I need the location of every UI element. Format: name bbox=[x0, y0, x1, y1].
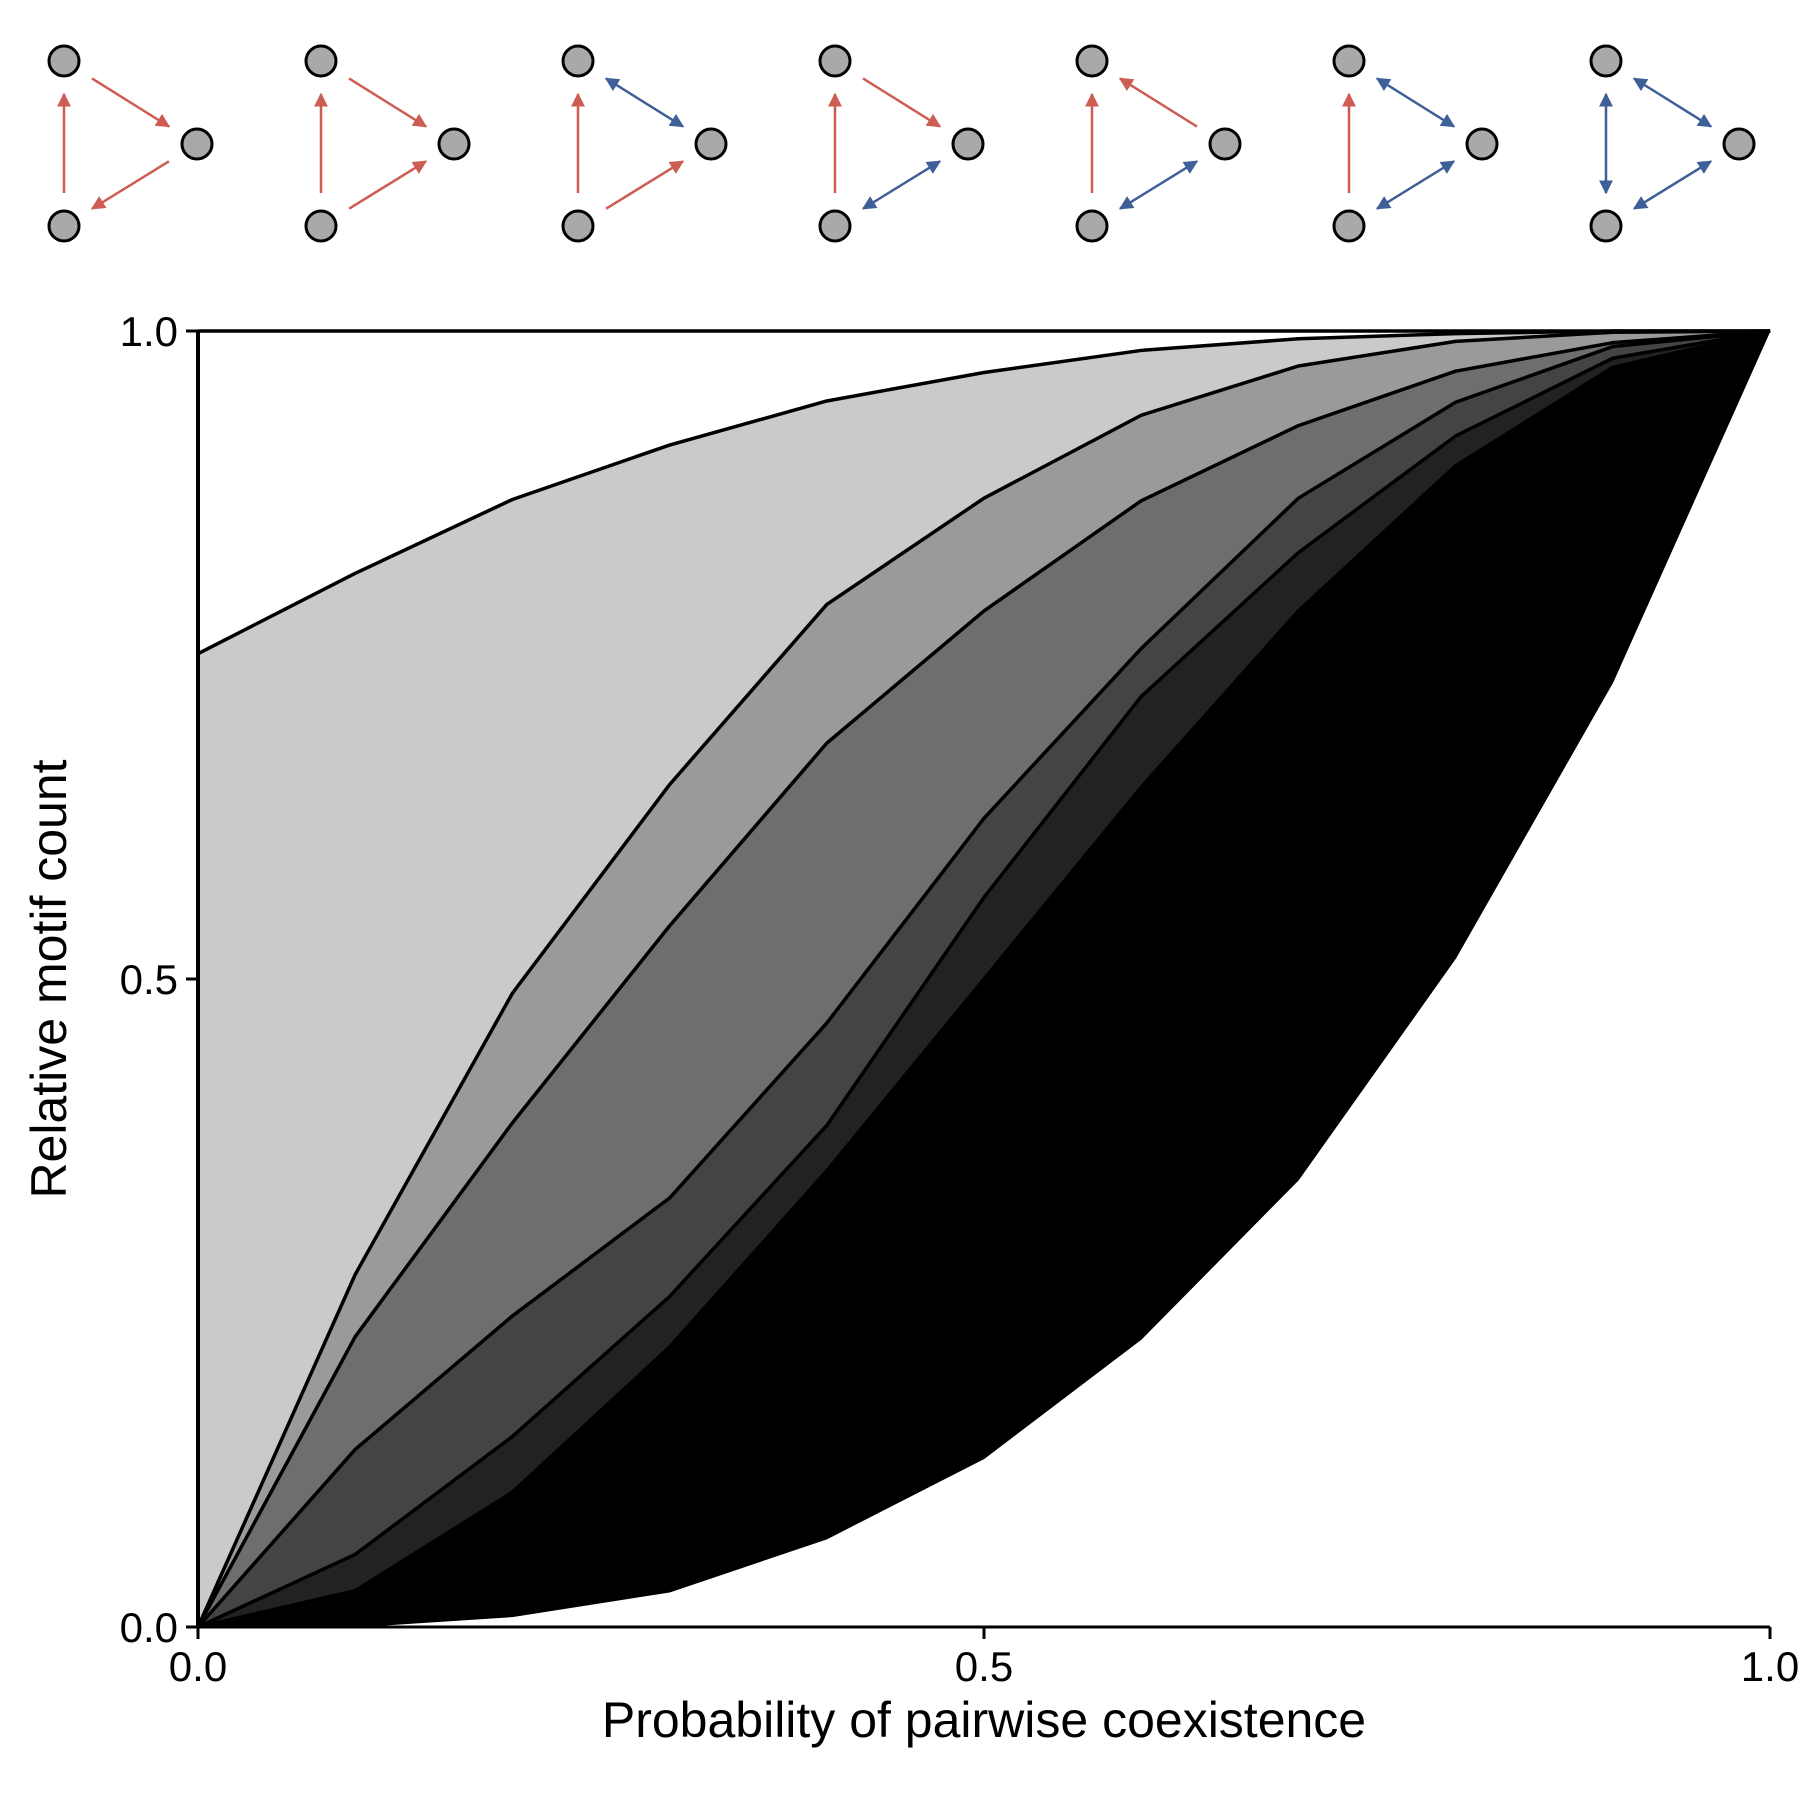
y-axis-label: Relative motif count bbox=[21, 759, 77, 1198]
motif-edge-bottom bbox=[348, 160, 428, 210]
motif-icon-6 bbox=[1332, 44, 1499, 243]
motif-edge-bottom bbox=[861, 160, 942, 210]
motif-edge-bottom bbox=[90, 160, 170, 210]
motif-edge-top bbox=[348, 77, 428, 128]
motif-icon-4 bbox=[818, 44, 985, 243]
motif-node bbox=[437, 127, 471, 161]
motif-node bbox=[1589, 209, 1623, 243]
motif-node bbox=[47, 209, 81, 243]
motif-edge-top bbox=[1632, 77, 1713, 128]
x-tick-label: 1.0 bbox=[1741, 1643, 1799, 1690]
y-tick-label: 1.0 bbox=[120, 308, 178, 355]
boundary-line-4 bbox=[196, 329, 1771, 1628]
x-ticks: 0.0 0.5 1.0 bbox=[169, 1627, 1799, 1690]
motif-node bbox=[1332, 44, 1366, 78]
motif-node bbox=[818, 209, 852, 243]
motif-node bbox=[1208, 127, 1242, 161]
motif-node bbox=[1722, 127, 1756, 161]
motif-icon-3 bbox=[561, 44, 728, 243]
x-tick-label: 0.5 bbox=[955, 1643, 1013, 1690]
motif-icon-2 bbox=[304, 44, 471, 243]
motif-edge-top bbox=[604, 77, 685, 128]
boundary-line-2 bbox=[197, 329, 1771, 1629]
x-tick-label: 0.0 bbox=[169, 1643, 227, 1690]
motif-node bbox=[1075, 44, 1109, 78]
motif-edge-top bbox=[1375, 77, 1456, 128]
motif-legend-row bbox=[47, 44, 1756, 243]
motif-node bbox=[1075, 209, 1109, 243]
motif-node bbox=[1589, 44, 1623, 78]
motif-edge-bottom bbox=[1632, 160, 1713, 210]
y-tick-label: 0.5 bbox=[120, 956, 178, 1003]
motif-node bbox=[561, 209, 595, 243]
motif-node bbox=[1465, 127, 1499, 161]
motif-node bbox=[694, 127, 728, 161]
motif-edge-top bbox=[1118, 77, 1198, 128]
motif-node bbox=[951, 127, 985, 161]
motif-node bbox=[304, 209, 338, 243]
motif-node bbox=[180, 127, 214, 161]
motif-node bbox=[1332, 209, 1366, 243]
boundary-line-5 bbox=[196, 329, 1771, 1628]
motif-edge-top bbox=[91, 77, 171, 128]
boundary-line-3 bbox=[196, 329, 1771, 1629]
motif-edge-bottom bbox=[1118, 160, 1199, 210]
x-axis-label: Probability of pairwise coexistence bbox=[602, 1692, 1366, 1748]
motif-node bbox=[47, 44, 81, 78]
motif-edge-top bbox=[862, 77, 942, 128]
motif-edge-bottom bbox=[1375, 160, 1456, 210]
boundary-line-1 bbox=[197, 329, 1771, 1629]
y-ticks: 0.0 0.5 1.0 bbox=[120, 308, 198, 1651]
motif-icon-1 bbox=[47, 44, 214, 243]
motif-node bbox=[304, 44, 338, 78]
motif-node bbox=[561, 44, 595, 78]
motif-icon-7 bbox=[1589, 44, 1756, 243]
motif-icon-5 bbox=[1075, 44, 1242, 243]
motif-node bbox=[818, 44, 852, 78]
y-tick-label: 0.0 bbox=[120, 1604, 178, 1651]
motif-edge-bottom bbox=[605, 160, 685, 210]
